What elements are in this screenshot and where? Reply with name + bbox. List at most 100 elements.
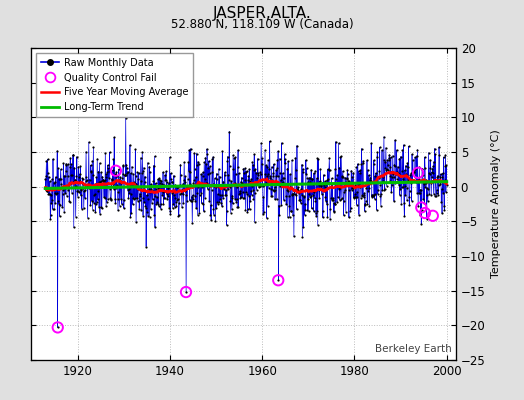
- Point: [271, 187, 280, 194]
- Point: [97, 169, 105, 175]
- Point: [217, 192, 226, 198]
- Point: [388, 174, 397, 180]
- Point: [77, 186, 85, 192]
- Point: [198, 184, 206, 190]
- Point: [294, 190, 303, 196]
- Point: [141, 203, 149, 209]
- Point: [410, 169, 419, 176]
- Point: [412, 165, 420, 172]
- Point: [162, 179, 171, 185]
- Point: [127, 190, 136, 197]
- Point: [411, 154, 419, 160]
- Point: [250, 151, 258, 158]
- Point: [362, 198, 370, 204]
- Point: [345, 178, 354, 184]
- Point: [125, 186, 133, 192]
- Point: [327, 184, 335, 190]
- Point: [297, 200, 305, 206]
- Point: [329, 197, 337, 204]
- Point: [206, 202, 215, 208]
- Point: [434, 191, 442, 198]
- Point: [372, 177, 380, 184]
- Point: [246, 198, 255, 204]
- Point: [63, 172, 72, 179]
- Point: [187, 198, 195, 204]
- Point: [211, 175, 219, 182]
- Point: [428, 174, 436, 181]
- Point: [191, 192, 199, 199]
- Point: [271, 196, 279, 203]
- Point: [425, 171, 434, 177]
- Point: [160, 194, 168, 201]
- Point: [435, 144, 443, 151]
- Point: [419, 180, 428, 187]
- Point: [274, 277, 282, 284]
- Point: [135, 205, 144, 212]
- Point: [352, 194, 360, 200]
- Point: [255, 183, 264, 190]
- Point: [167, 176, 176, 183]
- Point: [138, 149, 146, 155]
- Point: [333, 172, 342, 178]
- Point: [183, 184, 192, 190]
- Point: [268, 177, 277, 184]
- Point: [330, 208, 339, 214]
- Point: [324, 176, 332, 182]
- Point: [129, 171, 138, 177]
- Point: [339, 168, 347, 174]
- Point: [277, 140, 286, 146]
- Point: [96, 178, 105, 184]
- Point: [253, 186, 261, 193]
- Point: [289, 212, 297, 219]
- Point: [251, 166, 259, 172]
- Point: [416, 186, 424, 193]
- Point: [397, 184, 406, 190]
- Point: [145, 186, 153, 192]
- Point: [421, 165, 429, 171]
- Point: [119, 162, 127, 168]
- Point: [112, 168, 120, 174]
- Point: [399, 175, 407, 182]
- Point: [140, 199, 148, 205]
- Point: [147, 206, 155, 212]
- Point: [218, 203, 226, 209]
- Point: [109, 156, 117, 162]
- Point: [440, 202, 448, 209]
- Point: [76, 178, 84, 184]
- Point: [309, 208, 318, 214]
- Point: [374, 186, 383, 193]
- Point: [285, 188, 293, 194]
- Point: [177, 187, 185, 193]
- Point: [80, 187, 89, 193]
- Point: [43, 188, 51, 194]
- Point: [129, 195, 137, 201]
- Point: [402, 184, 411, 191]
- Point: [216, 184, 225, 190]
- Point: [340, 189, 348, 196]
- Point: [403, 164, 412, 170]
- Point: [164, 193, 172, 199]
- Point: [134, 198, 142, 204]
- Point: [111, 200, 119, 206]
- Point: [276, 182, 285, 189]
- Point: [219, 194, 227, 201]
- Point: [61, 190, 70, 196]
- Point: [321, 178, 329, 185]
- Point: [44, 170, 52, 176]
- Point: [345, 182, 354, 188]
- Point: [287, 192, 296, 198]
- Point: [203, 186, 212, 192]
- Point: [142, 244, 150, 250]
- Point: [41, 187, 50, 193]
- Point: [221, 191, 230, 198]
- Point: [283, 214, 292, 220]
- Point: [261, 171, 269, 177]
- Point: [51, 200, 60, 207]
- Point: [338, 194, 346, 201]
- Point: [170, 192, 178, 198]
- Point: [350, 184, 358, 190]
- Point: [52, 185, 61, 192]
- Point: [231, 154, 239, 161]
- Point: [210, 183, 219, 189]
- Point: [344, 178, 352, 184]
